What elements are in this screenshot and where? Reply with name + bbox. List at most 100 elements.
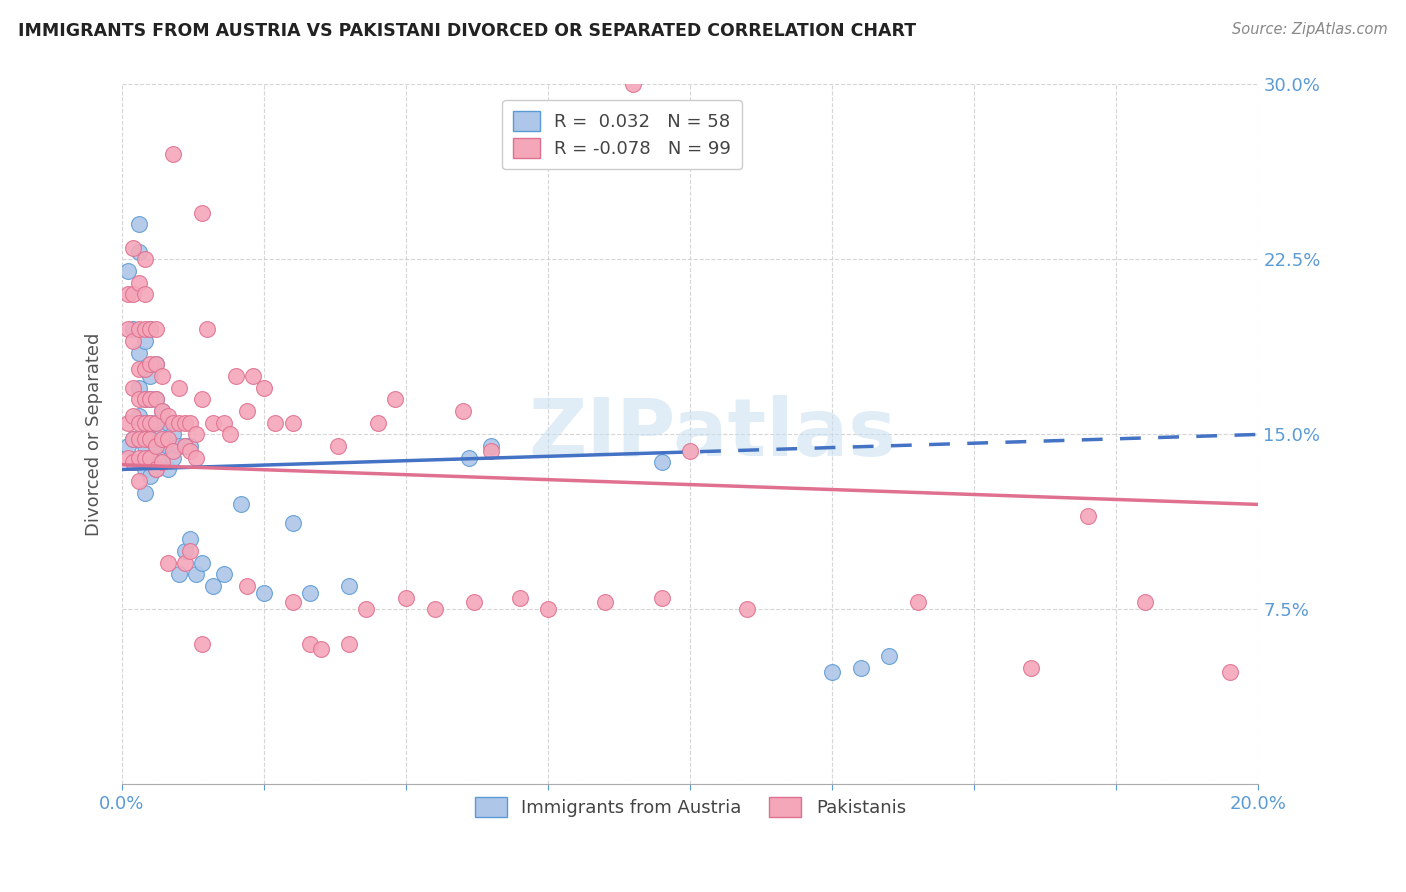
Point [162,427,184,442]
Point [122,432,145,446]
Point [122,409,145,423]
Point [190,637,212,651]
Point [128,218,150,232]
Point [134,450,156,465]
Point [214,567,236,582]
Point [309,642,332,657]
Point [128,432,150,446]
Point [122,432,145,446]
Point [821,665,844,680]
Point [145,416,167,430]
Point [139,469,162,483]
Point [134,439,156,453]
Point [298,586,321,600]
Point [236,579,259,593]
Y-axis label: Divorced or Separated: Divorced or Separated [86,333,103,536]
Point [128,345,150,359]
Point [145,439,167,453]
Point [134,416,156,430]
Point [139,322,162,336]
Point [337,637,360,651]
Point [150,450,173,465]
Point [1019,661,1042,675]
Point [128,450,150,465]
Point [139,432,162,446]
Point [179,544,201,558]
Point [298,637,321,651]
Point [173,439,195,453]
Point [145,322,167,336]
Point [122,334,145,348]
Point [128,245,150,260]
Point [190,392,212,407]
Point [1219,665,1241,680]
Text: ZIPatlas: ZIPatlas [529,395,897,474]
Point [122,322,145,336]
Point [150,404,173,418]
Point [122,455,145,469]
Point [128,474,150,488]
Point [167,567,190,582]
Point [423,602,446,616]
Point [337,579,360,593]
Point [225,369,247,384]
Point [156,432,179,446]
Point [356,602,378,616]
Point [134,362,156,376]
Point [179,533,201,547]
Point [117,450,139,465]
Point [139,416,162,430]
Point [134,432,156,446]
Point [145,462,167,476]
Point [134,322,156,336]
Point [150,369,173,384]
Text: Source: ZipAtlas.com: Source: ZipAtlas.com [1232,22,1388,37]
Point [134,362,156,376]
Point [479,443,502,458]
Point [117,416,139,430]
Point [122,241,145,255]
Point [139,450,162,465]
Point [253,586,276,600]
Point [264,416,287,430]
Point [173,556,195,570]
Point [145,439,167,453]
Point [162,416,184,430]
Point [145,416,167,430]
Point [162,147,184,161]
Point [281,416,304,430]
Point [195,322,218,336]
Point [128,322,150,336]
Point [128,392,150,407]
Point [145,358,167,372]
Point [451,404,474,418]
Point [139,369,162,384]
Point [184,567,207,582]
Point [367,416,389,430]
Point [877,649,900,664]
Point [651,591,673,605]
Point [179,416,201,430]
Point [134,462,156,476]
Point [145,358,167,372]
Point [150,455,173,469]
Point [139,322,162,336]
Point [134,334,156,348]
Point [134,485,156,500]
Point [117,322,139,336]
Point [281,595,304,609]
Point [128,416,150,430]
Point [134,416,156,430]
Point [242,369,264,384]
Point [537,602,560,616]
Point [201,416,224,430]
Point [179,443,201,458]
Point [156,556,179,570]
Point [139,358,162,372]
Point [253,381,276,395]
Point [145,392,167,407]
Point [463,595,485,609]
Point [139,450,162,465]
Point [457,450,479,465]
Legend: Immigrants from Austria, Pakistanis: Immigrants from Austria, Pakistanis [467,790,914,824]
